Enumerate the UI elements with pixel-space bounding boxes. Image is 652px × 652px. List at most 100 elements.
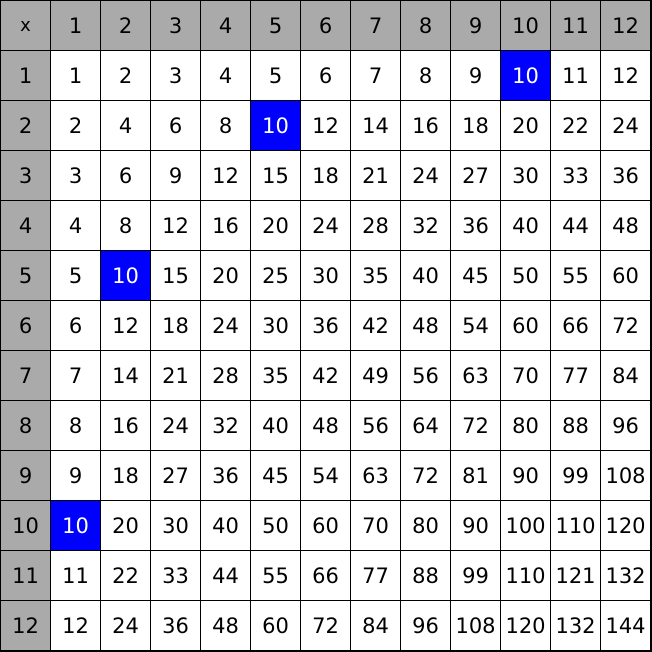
highlighted-cell[interactable]: 10	[501, 51, 550, 100]
table-cell[interactable]: 20	[101, 501, 150, 550]
table-cell[interactable]: 5	[51, 251, 100, 300]
table-cell[interactable]: 42	[301, 351, 350, 400]
table-cell[interactable]: 4	[101, 101, 150, 150]
table-cell[interactable]: 9	[151, 151, 200, 200]
table-cell[interactable]: 54	[451, 301, 500, 350]
table-cell[interactable]: 2	[51, 101, 100, 150]
table-cell[interactable]: 8	[401, 51, 450, 100]
table-cell[interactable]: 110	[551, 501, 600, 550]
table-cell[interactable]: 44	[201, 551, 250, 600]
table-cell[interactable]: 77	[351, 551, 400, 600]
table-cell[interactable]: 15	[251, 151, 300, 200]
table-cell[interactable]: 40	[251, 401, 300, 450]
table-cell[interactable]: 48	[601, 201, 650, 250]
table-cell[interactable]: 108	[601, 451, 650, 500]
table-cell[interactable]: 72	[301, 601, 350, 650]
table-cell[interactable]: 22	[551, 101, 600, 150]
table-cell[interactable]: 60	[251, 601, 300, 650]
table-cell[interactable]: 66	[301, 551, 350, 600]
table-cell[interactable]: 18	[151, 301, 200, 350]
table-cell[interactable]: 7	[51, 351, 100, 400]
table-cell[interactable]: 36	[601, 151, 650, 200]
table-cell[interactable]: 28	[351, 201, 400, 250]
table-cell[interactable]: 32	[201, 401, 250, 450]
table-cell[interactable]: 9	[51, 451, 100, 500]
table-cell[interactable]: 36	[201, 451, 250, 500]
highlighted-cell[interactable]: 10	[101, 251, 150, 300]
table-cell[interactable]: 21	[351, 151, 400, 200]
table-cell[interactable]: 60	[301, 501, 350, 550]
table-cell[interactable]: 54	[301, 451, 350, 500]
table-cell[interactable]: 16	[401, 101, 450, 150]
table-cell[interactable]: 44	[551, 201, 600, 250]
table-cell[interactable]: 110	[501, 551, 550, 600]
table-cell[interactable]: 77	[551, 351, 600, 400]
table-cell[interactable]: 120	[601, 501, 650, 550]
table-cell[interactable]: 2	[101, 51, 150, 100]
table-cell[interactable]: 45	[251, 451, 300, 500]
table-cell[interactable]: 32	[401, 201, 450, 250]
table-cell[interactable]: 80	[401, 501, 450, 550]
table-cell[interactable]: 48	[301, 401, 350, 450]
table-cell[interactable]: 96	[601, 401, 650, 450]
table-cell[interactable]: 24	[151, 401, 200, 450]
table-cell[interactable]: 96	[401, 601, 450, 650]
table-cell[interactable]: 42	[351, 301, 400, 350]
table-cell[interactable]: 70	[351, 501, 400, 550]
table-cell[interactable]: 25	[251, 251, 300, 300]
table-cell[interactable]: 70	[501, 351, 550, 400]
table-cell[interactable]: 35	[251, 351, 300, 400]
table-cell[interactable]: 27	[151, 451, 200, 500]
table-cell[interactable]: 66	[551, 301, 600, 350]
table-cell[interactable]: 30	[151, 501, 200, 550]
table-cell[interactable]: 16	[101, 401, 150, 450]
table-cell[interactable]: 120	[501, 601, 550, 650]
table-cell[interactable]: 63	[351, 451, 400, 500]
table-cell[interactable]: 99	[551, 451, 600, 500]
table-cell[interactable]: 100	[501, 501, 550, 550]
table-cell[interactable]: 12	[51, 601, 100, 650]
table-cell[interactable]: 132	[601, 551, 650, 600]
table-cell[interactable]: 8	[51, 401, 100, 450]
table-cell[interactable]: 48	[401, 301, 450, 350]
table-cell[interactable]: 12	[201, 151, 250, 200]
table-cell[interactable]: 6	[151, 101, 200, 150]
table-cell[interactable]: 36	[451, 201, 500, 250]
highlighted-cell[interactable]: 10	[251, 101, 300, 150]
table-cell[interactable]: 36	[151, 601, 200, 650]
table-cell[interactable]: 11	[551, 51, 600, 100]
table-cell[interactable]: 84	[351, 601, 400, 650]
table-cell[interactable]: 12	[151, 201, 200, 250]
table-cell[interactable]: 84	[601, 351, 650, 400]
table-cell[interactable]: 27	[451, 151, 500, 200]
table-cell[interactable]: 20	[251, 201, 300, 250]
table-cell[interactable]: 60	[501, 301, 550, 350]
table-cell[interactable]: 30	[501, 151, 550, 200]
table-cell[interactable]: 22	[101, 551, 150, 600]
table-cell[interactable]: 60	[601, 251, 650, 300]
table-cell[interactable]: 63	[451, 351, 500, 400]
table-cell[interactable]: 28	[201, 351, 250, 400]
table-cell[interactable]: 18	[301, 151, 350, 200]
table-cell[interactable]: 99	[451, 551, 500, 600]
table-cell[interactable]: 4	[201, 51, 250, 100]
table-cell[interactable]: 1	[51, 51, 100, 100]
table-cell[interactable]: 14	[101, 351, 150, 400]
table-cell[interactable]: 55	[551, 251, 600, 300]
table-cell[interactable]: 55	[251, 551, 300, 600]
table-cell[interactable]: 24	[601, 101, 650, 150]
table-cell[interactable]: 132	[551, 601, 600, 650]
table-cell[interactable]: 6	[101, 151, 150, 200]
table-cell[interactable]: 81	[451, 451, 500, 500]
table-cell[interactable]: 72	[601, 301, 650, 350]
table-cell[interactable]: 90	[451, 501, 500, 550]
table-cell[interactable]: 12	[101, 301, 150, 350]
table-cell[interactable]: 72	[401, 451, 450, 500]
table-cell[interactable]: 7	[351, 51, 400, 100]
table-cell[interactable]: 80	[501, 401, 550, 450]
table-cell[interactable]: 9	[451, 51, 500, 100]
table-cell[interactable]: 88	[551, 401, 600, 450]
table-cell[interactable]: 18	[451, 101, 500, 150]
table-cell[interactable]: 3	[51, 151, 100, 200]
table-cell[interactable]: 4	[51, 201, 100, 250]
